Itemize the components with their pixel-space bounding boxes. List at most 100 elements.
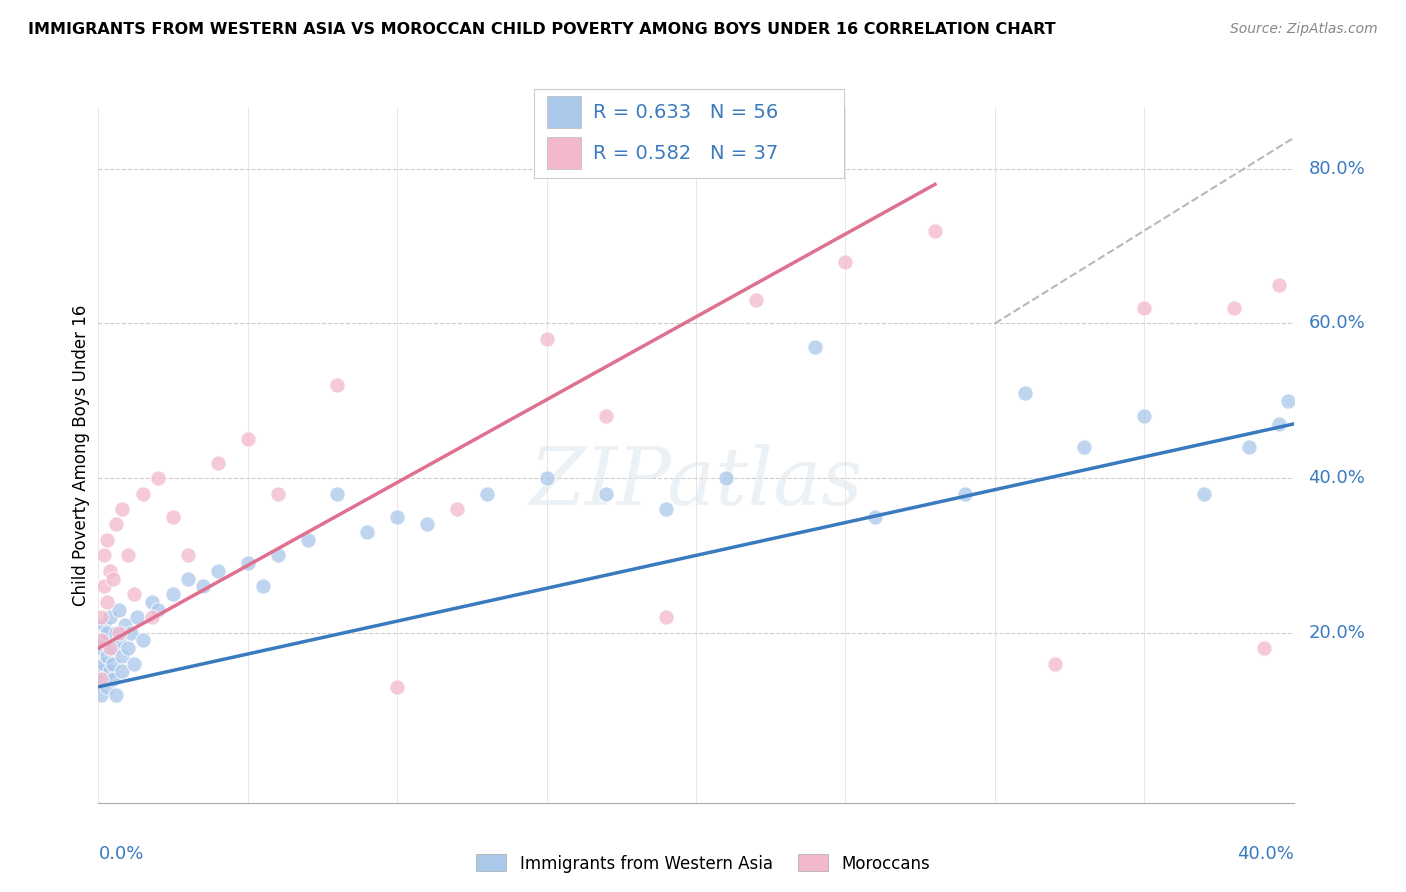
Text: 20.0%: 20.0% xyxy=(1309,624,1365,641)
Point xyxy=(475,486,498,500)
Point xyxy=(108,633,131,648)
Point xyxy=(326,486,349,500)
Point xyxy=(236,433,259,447)
Point xyxy=(103,572,125,586)
Point xyxy=(162,509,184,524)
Point xyxy=(1014,386,1036,401)
Text: Source: ZipAtlas.com: Source: ZipAtlas.com xyxy=(1230,22,1378,37)
Text: IMMIGRANTS FROM WESTERN ASIA VS MOROCCAN CHILD POVERTY AMONG BOYS UNDER 16 CORRE: IMMIGRANTS FROM WESTERN ASIA VS MOROCCAN… xyxy=(28,22,1056,37)
Point xyxy=(103,672,125,686)
Point xyxy=(90,641,112,656)
Point xyxy=(1073,440,1095,454)
Point xyxy=(98,641,122,656)
Point xyxy=(865,509,887,524)
Point xyxy=(297,533,319,547)
Point xyxy=(804,340,827,354)
FancyBboxPatch shape xyxy=(547,96,581,128)
Point xyxy=(93,579,115,593)
Point xyxy=(93,618,115,632)
Point xyxy=(416,517,439,532)
Point xyxy=(536,471,558,485)
Point xyxy=(385,680,409,694)
Point xyxy=(96,595,118,609)
Point xyxy=(207,456,229,470)
Point xyxy=(1133,409,1156,424)
Point xyxy=(114,618,136,632)
Point xyxy=(924,224,946,238)
Point xyxy=(93,657,115,671)
Text: ZIPatlas: ZIPatlas xyxy=(529,444,863,522)
Point xyxy=(177,572,200,586)
Point xyxy=(148,471,170,485)
Text: R = 0.633   N = 56: R = 0.633 N = 56 xyxy=(593,103,779,122)
Point xyxy=(177,549,200,563)
Point xyxy=(141,610,163,624)
Y-axis label: Child Poverty Among Boys Under 16: Child Poverty Among Boys Under 16 xyxy=(72,304,90,606)
Point xyxy=(98,610,122,624)
Point xyxy=(124,657,146,671)
Point xyxy=(111,502,134,516)
Point xyxy=(207,564,229,578)
Point xyxy=(595,486,617,500)
Point xyxy=(93,672,115,686)
Point xyxy=(236,556,259,570)
Point xyxy=(117,549,139,563)
Point xyxy=(93,549,115,563)
Legend: Immigrants from Western Asia, Moroccans: Immigrants from Western Asia, Moroccans xyxy=(470,847,936,880)
Text: R = 0.582   N = 37: R = 0.582 N = 37 xyxy=(593,144,779,163)
Point xyxy=(655,502,678,516)
Point xyxy=(267,486,290,500)
Point xyxy=(90,665,112,679)
Point xyxy=(953,486,976,500)
Point xyxy=(834,254,856,268)
Point xyxy=(1253,641,1275,656)
Point xyxy=(1267,417,1289,431)
Point xyxy=(90,610,112,624)
Point xyxy=(148,602,170,616)
Text: 0.0%: 0.0% xyxy=(98,846,143,863)
Point xyxy=(124,587,146,601)
Point xyxy=(446,502,468,516)
Point xyxy=(745,293,768,308)
Point xyxy=(1277,393,1299,408)
Point xyxy=(714,471,737,485)
Text: 40.0%: 40.0% xyxy=(1309,469,1365,487)
Point xyxy=(1237,440,1260,454)
Point xyxy=(117,641,139,656)
Point xyxy=(93,633,115,648)
Point xyxy=(655,610,678,624)
Point xyxy=(105,625,128,640)
Point xyxy=(111,648,134,663)
Point xyxy=(1133,301,1156,315)
Point xyxy=(385,509,409,524)
Point xyxy=(105,688,128,702)
Point xyxy=(595,409,617,424)
Point xyxy=(132,486,155,500)
Point xyxy=(96,533,118,547)
Point xyxy=(267,549,290,563)
Text: 80.0%: 80.0% xyxy=(1309,160,1365,178)
Point xyxy=(111,665,134,679)
Point xyxy=(96,625,118,640)
Point xyxy=(108,602,131,616)
Point xyxy=(1223,301,1246,315)
Point xyxy=(356,525,378,540)
Point xyxy=(103,657,125,671)
Point xyxy=(191,579,214,593)
Point xyxy=(90,633,112,648)
Point xyxy=(1192,486,1215,500)
Point xyxy=(127,610,149,624)
Point xyxy=(141,595,163,609)
Point xyxy=(1043,657,1066,671)
Point xyxy=(103,641,125,656)
Point xyxy=(105,517,128,532)
Point xyxy=(98,564,122,578)
Point xyxy=(132,633,155,648)
Point xyxy=(98,665,122,679)
Point xyxy=(162,587,184,601)
Point xyxy=(536,332,558,346)
Point xyxy=(326,378,349,392)
Point xyxy=(108,625,131,640)
Point xyxy=(1267,277,1289,292)
Point xyxy=(90,688,112,702)
